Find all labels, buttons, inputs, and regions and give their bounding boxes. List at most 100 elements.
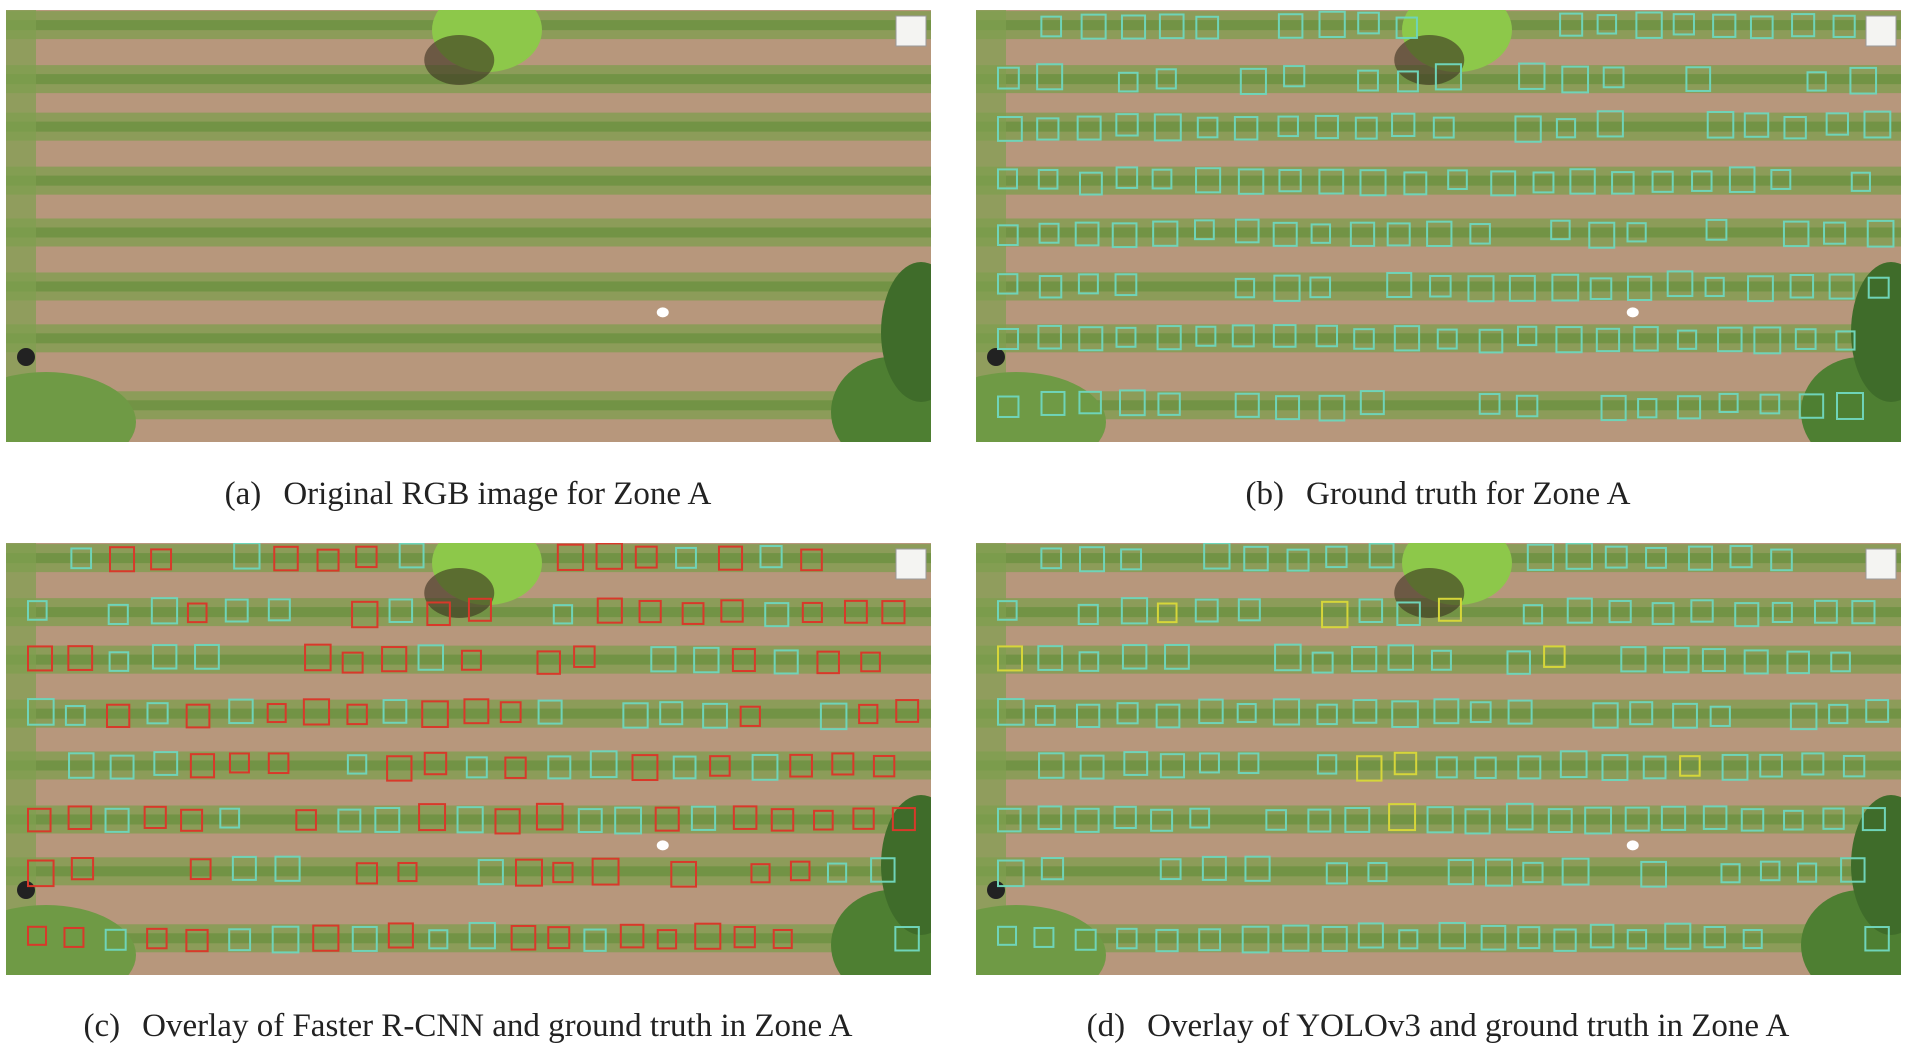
bounding-box [27,645,54,672]
bounding-box [107,603,129,625]
bounding-box [1353,328,1375,350]
bounding-box [1555,118,1577,139]
bounding-box [1823,221,1847,245]
bounding-box [1865,699,1890,723]
bounding-box [1195,15,1220,40]
bounding-box [614,806,643,835]
bounding-box [387,922,414,949]
bounding-box [267,752,290,775]
bounding-box [1309,276,1332,299]
bounding-box [789,860,811,882]
bounding-box [1074,928,1097,951]
bounding-box [1595,327,1621,353]
bounding-box [1645,546,1667,569]
bounding-box [228,928,252,952]
bounding-box [351,925,378,952]
bounding-box [1237,168,1265,195]
bounding-box [1469,223,1491,245]
bounding-box [1789,702,1818,731]
bounding-box [1806,71,1827,92]
bounding-box [1759,860,1781,882]
bounding-box [895,699,920,723]
bounding-box [233,543,261,570]
bounding-box [997,807,1022,833]
tree-shadow [424,35,495,85]
bounding-box [1861,807,1886,832]
bounding-box [1728,166,1756,193]
bounding-box [1553,928,1577,952]
bounding-box [577,808,603,834]
bounding-box [1111,222,1138,249]
bounding-box [180,808,204,832]
caption-text: Ground truth for Zone A [1306,476,1631,512]
bounding-box [1040,390,1066,416]
bounding-box [1034,705,1056,726]
bush [881,262,931,402]
white-spot [656,307,669,318]
bounding-box [1038,752,1065,779]
bounding-box [316,548,340,572]
bounding-box [1469,701,1492,724]
bounding-box [1749,15,1774,40]
crop-row-core [6,760,931,771]
bounding-box [997,600,1018,621]
bounding-box [1118,389,1146,417]
bounding-box [1040,547,1063,570]
bounding-box [1705,218,1728,241]
bounding-box [417,644,445,671]
bounding-box [1359,390,1385,416]
bounding-box [634,545,658,569]
bounding-box [1702,805,1728,830]
bounding-box [1036,63,1064,91]
bounding-box [997,273,1019,295]
bounding-box [1316,754,1338,775]
bounding-box [1828,273,1855,300]
bounding-box [1516,325,1538,347]
bounding-box [108,651,130,672]
bounding-box [672,755,697,780]
bounding-box [186,602,208,624]
bounding-box [382,699,408,724]
bounding-box [355,862,378,885]
white-sign [1865,15,1897,47]
bounding-box [421,700,449,728]
bounding-box [1664,922,1692,950]
bounding-box [1357,11,1380,35]
bounding-box [1849,66,1878,95]
bounding-box [1237,752,1260,775]
bounding-box [228,752,250,774]
bounding-box [1798,393,1825,419]
bounding-box [1734,602,1760,628]
bounding-box [228,698,254,725]
bounding-box [622,702,649,729]
bounding-box [1584,806,1613,835]
bounding-box [341,651,364,674]
bounding-box [1794,328,1817,350]
bounding-box [1318,394,1346,422]
bounding-box [477,859,504,886]
grass-patch [6,372,136,442]
bounding-box [1434,63,1463,91]
bounding-box [418,803,447,832]
bounding-box [27,600,48,621]
bounding-box [1517,755,1542,780]
bounding-box [1074,221,1100,247]
bounding-box [1152,220,1179,247]
bounding-box [659,701,684,726]
bounding-box [997,224,1019,247]
bounding-box [1561,65,1590,94]
bounding-box [1547,808,1573,834]
bounding-box [1602,66,1625,89]
bounding-box [1559,12,1584,37]
bounding-box [1155,928,1179,953]
bounding-box [656,929,678,950]
bounding-box [1813,599,1838,624]
bounding-box [1387,644,1415,671]
bounding-box [1600,394,1627,422]
bounding-box [1116,927,1138,950]
bounding-box [105,703,131,729]
bounding-box [1234,218,1260,244]
bounding-box [670,860,698,888]
bounding-box [1753,326,1782,355]
